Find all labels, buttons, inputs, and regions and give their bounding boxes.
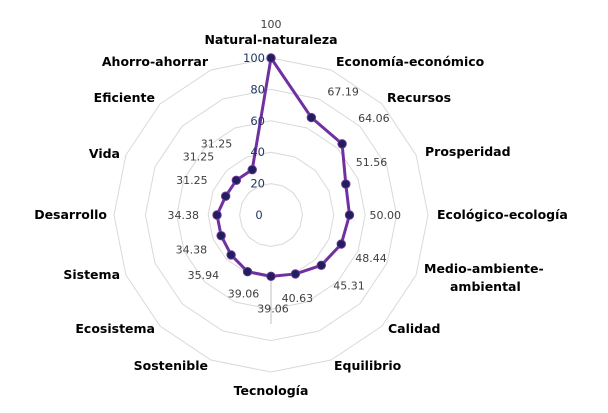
value-label: 34.38	[168, 209, 200, 222]
data-point-marker	[336, 239, 346, 249]
value-label: 48.44	[355, 252, 387, 265]
data-point-marker	[341, 179, 351, 189]
grid-ring-100	[113, 57, 429, 373]
data-point-marker	[247, 164, 257, 175]
category-label: Calidad	[388, 321, 441, 336]
category-label: Equilibrio	[334, 358, 402, 373]
data-markers	[212, 53, 355, 282]
category-label: Medio-ambiente-ambiental	[424, 261, 544, 294]
category-label: Economía-económico	[336, 54, 485, 69]
data-point-marker	[242, 266, 253, 277]
category-label: Vida	[89, 146, 120, 161]
tick-label: 20	[250, 177, 265, 191]
data-point-marker	[212, 210, 222, 220]
radial-tick-labels: 0 20 40 60 80 100	[243, 51, 265, 222]
category-label: Natural-naturaleza	[204, 32, 337, 47]
category-label: Ahorro-ahorrar	[102, 54, 209, 69]
value-label: 39.06	[228, 288, 260, 301]
value-label: 51.56	[356, 156, 388, 169]
value-label: 67.19	[327, 86, 359, 99]
data-point-marker	[266, 271, 276, 282]
category-label: Tecnología	[234, 383, 309, 398]
category-label: Ecosistema	[75, 321, 155, 336]
tick-label: 40	[250, 145, 265, 159]
data-point-marker	[316, 260, 327, 271]
grid-ring-80	[144, 88, 398, 342]
value-label: 31.25	[183, 150, 215, 163]
category-label: Desarrollo	[34, 207, 107, 222]
data-point-marker	[231, 175, 242, 186]
data-point-marker	[220, 191, 231, 201]
data-point-marker	[266, 53, 276, 63]
value-label: 64.06	[358, 112, 390, 125]
value-label: 35.94	[188, 269, 220, 282]
data-point-marker	[290, 269, 301, 279]
tick-label: 60	[250, 114, 265, 128]
category-labels: Natural-naturaleza Economía-económico Recu…	[34, 32, 568, 398]
category-label: Ecológico-ecología	[437, 207, 568, 222]
tick-label: 0	[255, 208, 262, 222]
data-value-labels: 10067.1964.0651.5650.0048.4445.3140.6339…	[168, 18, 401, 315]
category-label: Prosperidad	[425, 144, 511, 159]
tick-label: 100	[243, 51, 265, 65]
tick-label: 80	[250, 82, 265, 96]
category-label: Recursos	[387, 90, 451, 105]
category-label: Sostenible	[134, 358, 208, 373]
data-point-marker	[226, 250, 236, 260]
value-label: 40.63	[282, 292, 314, 305]
value-label: 50.00	[370, 209, 402, 222]
data-point-marker	[216, 230, 226, 241]
value-label: 31.25	[176, 174, 208, 187]
category-label: Sistema	[63, 267, 120, 282]
data-point-marker	[306, 112, 317, 123]
value-label: 100	[261, 18, 282, 31]
value-label: 39.06	[257, 302, 289, 315]
grid-ring-40	[207, 151, 335, 279]
category-label: Eficiente	[94, 90, 155, 105]
value-label: 34.38	[176, 244, 208, 257]
value-label: 45.31	[333, 279, 365, 292]
value-label: 31.25	[201, 138, 233, 151]
grid-ring-20	[239, 183, 303, 247]
data-point-marker	[344, 210, 355, 220]
data-point-marker	[337, 139, 347, 149]
